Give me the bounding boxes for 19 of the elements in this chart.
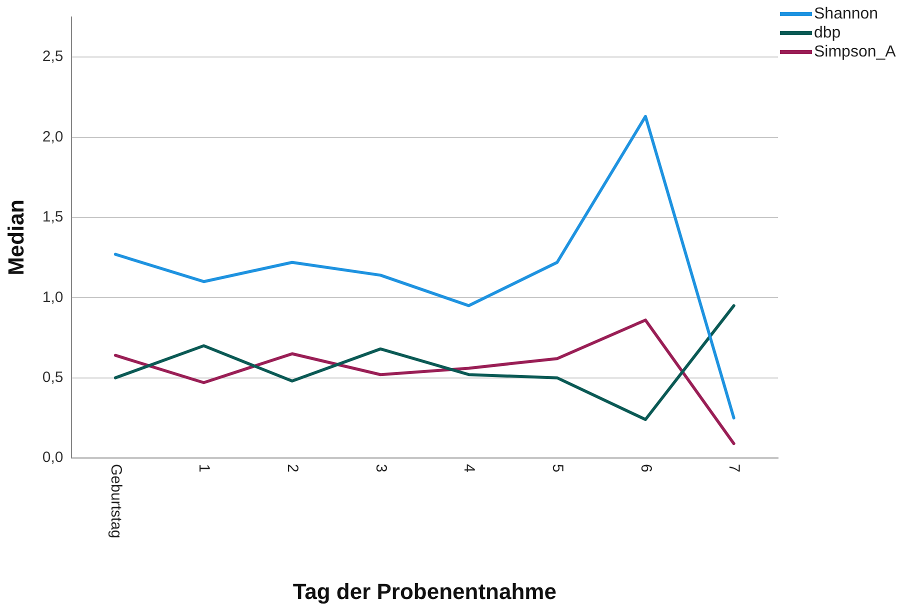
y-tick-label: 0,0	[42, 449, 64, 466]
legend-label: Simpson_A	[814, 43, 896, 60]
x-tick-label: Geburtstag	[107, 464, 124, 538]
legend-label: Shannon	[814, 5, 878, 22]
y-tick-label: 1,0	[42, 288, 64, 306]
x-tick-label: 4	[460, 464, 478, 472]
y-tick-label: 0,5	[42, 368, 64, 386]
x-tick-label: 3	[372, 464, 390, 472]
x-tick-label: 1	[196, 464, 213, 472]
y-axis-title: Median	[3, 200, 28, 276]
y-tick-label: 2,5	[42, 48, 64, 66]
x-tick-label: 2	[284, 464, 301, 472]
x-tick-label: 6	[637, 464, 654, 472]
y-tick-label: 2,0	[42, 128, 64, 146]
legend-label: dbp	[814, 24, 841, 42]
x-tick-label: 7	[726, 464, 743, 472]
x-tick-label: 5	[549, 464, 566, 472]
y-tick-label: 1,5	[42, 208, 64, 226]
x-axis-title: Tag der Probenentnahme	[292, 578, 556, 604]
